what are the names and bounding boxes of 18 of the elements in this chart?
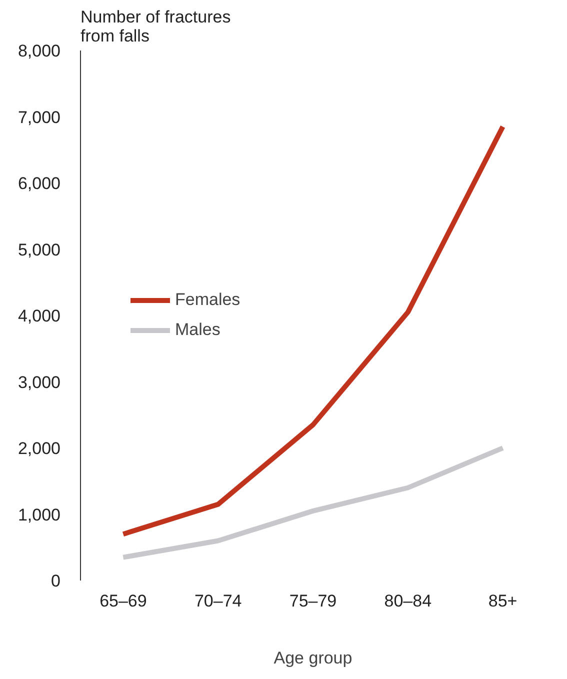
y-tick-label: 3,000 [18, 372, 61, 392]
y-tick-label: 0 [51, 572, 61, 590]
x-axis-title: Age group [274, 648, 352, 668]
y-tick-label: 7,000 [18, 108, 61, 127]
y-tick-label: 2,000 [18, 439, 61, 458]
x-tick-label: 65–69 [100, 592, 147, 610]
x-tick-label: 85+ [488, 592, 518, 610]
legend-label: Males [175, 320, 220, 340]
y-tick-label: 4,000 [18, 306, 61, 326]
x-tick-label: 80–84 [384, 592, 432, 610]
x-tick-label: 75–79 [289, 592, 337, 610]
y-axis-title: Number of fractures from falls [80, 8, 231, 46]
y-tick-label: 1,000 [18, 505, 61, 524]
legend-label: Females [175, 290, 240, 310]
y-tick-label: 6,000 [18, 174, 61, 193]
y-tick-label: 5,000 [18, 240, 61, 260]
y-tick-label: 8,000 [18, 42, 61, 60]
x-tick-label: 70–74 [194, 592, 242, 610]
